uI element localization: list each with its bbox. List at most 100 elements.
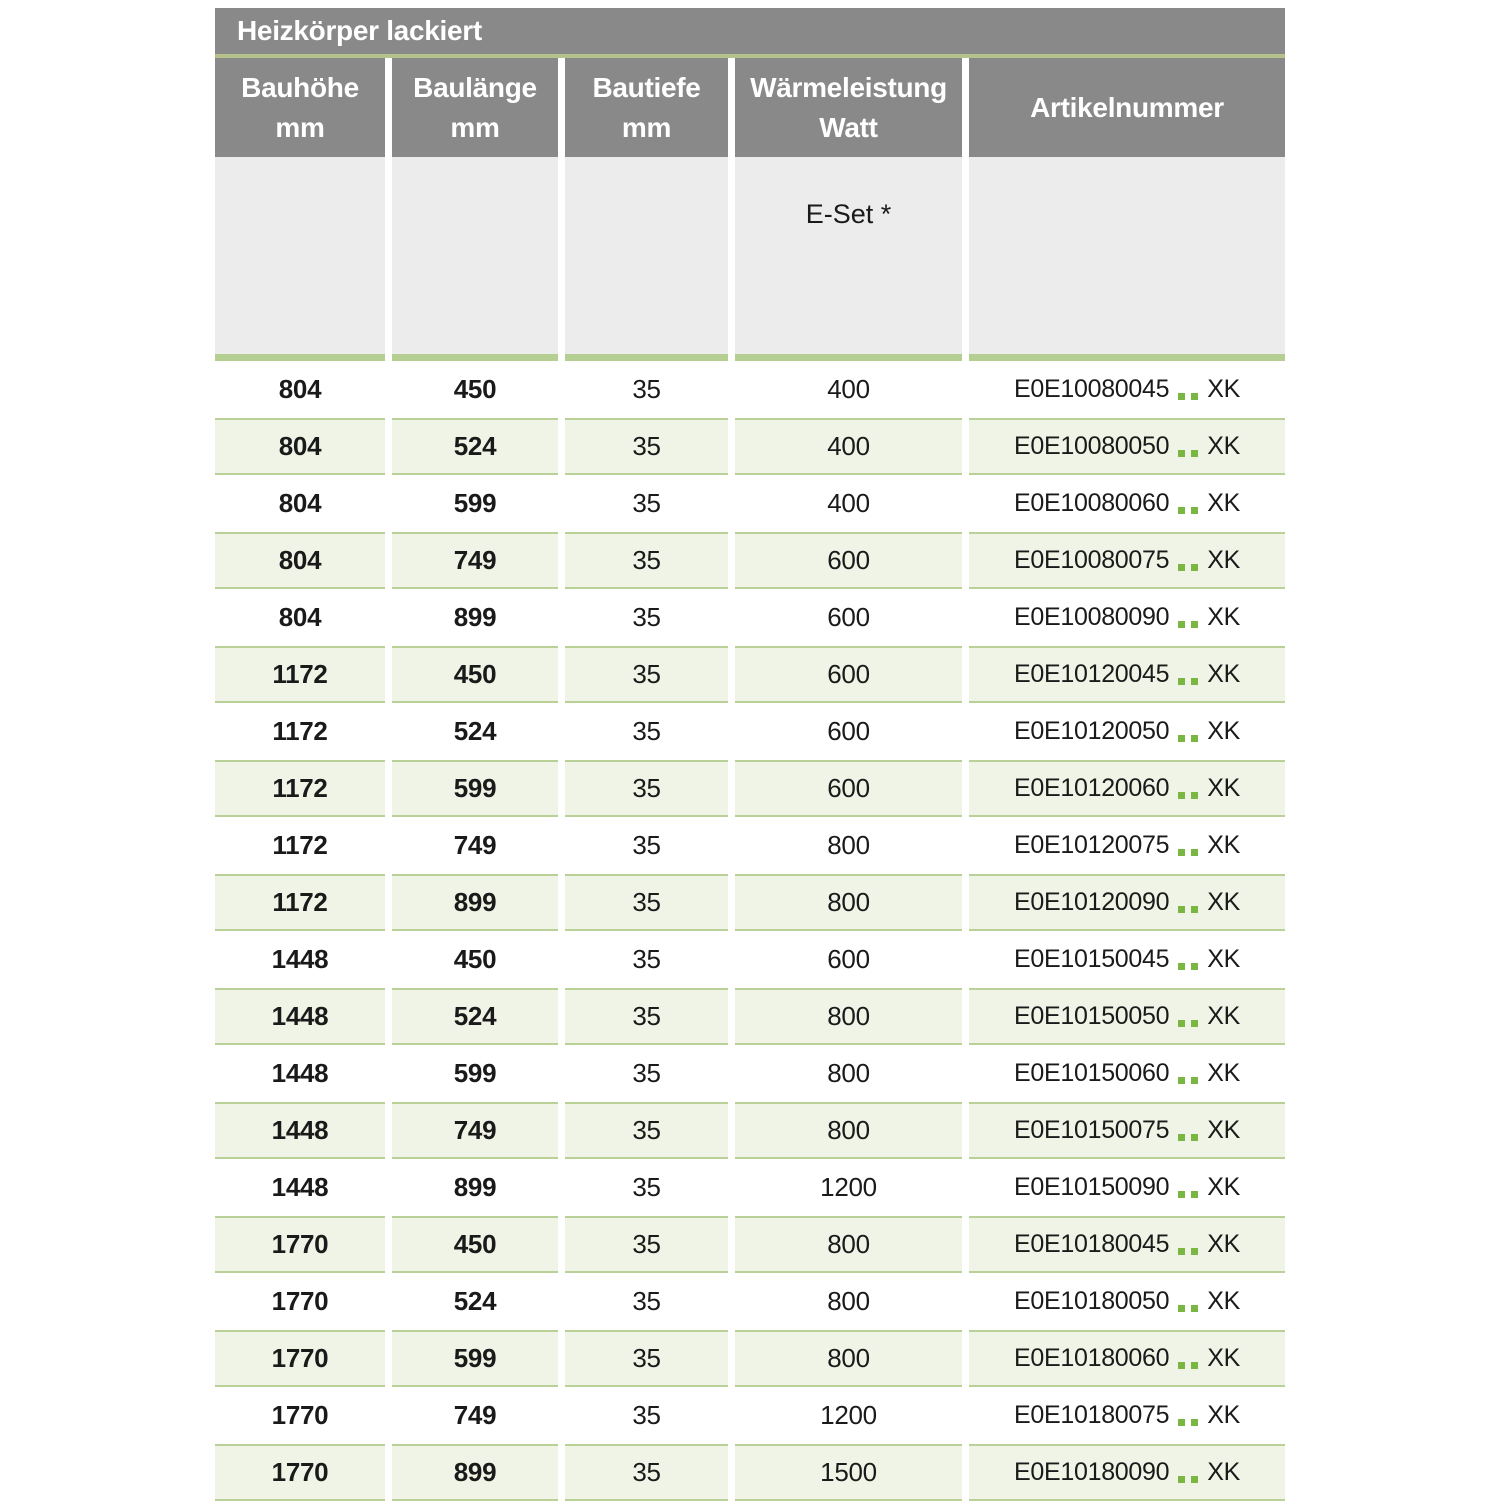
artikelnummer-suffix: XK [1207,1458,1240,1486]
table-row: 1448 749 35 800 E0E10150075 XK [215,1102,1285,1159]
cell-waermeleistung: 800 [735,988,962,1045]
column-header-line1: Wärmeleistung [750,71,947,103]
cell-artikelnummer: E0E10150090 XK [969,1159,1285,1216]
artikelnummer-suffix: XK [1207,489,1240,517]
artikelnummer-prefix: E0E10080045 [1014,375,1170,403]
column-header-line2: mm [450,111,500,143]
artikelnummer-suffix: XK [1207,1059,1240,1087]
cell-baulaenge: 899 [392,589,558,646]
cell-bauhoehe: 1448 [215,988,385,1045]
cell-baulaenge: 749 [392,1387,558,1444]
artikelnummer-suffix: XK [1207,1173,1240,1201]
cell-bauhoehe: 1448 [215,1159,385,1216]
cell-waermeleistung: 800 [735,874,962,931]
cell-bautiefe: 35 [565,1216,728,1273]
cell-baulaenge: 450 [392,646,558,703]
separator-segment [735,354,962,361]
artikelnummer-suffix: XK [1207,831,1240,859]
artikelnummer-prefix: E0E10180050 [1014,1287,1170,1315]
artikelnummer-suffix: XK [1207,375,1240,403]
cell-artikelnummer: E0E10080060 XK [969,475,1285,532]
cell-waermeleistung: 800 [735,817,962,874]
cell-waermeleistung: 1200 [735,1159,962,1216]
cell-bautiefe: 35 [565,1159,728,1216]
cell-bauhoehe: 804 [215,361,385,418]
color-placeholder-dots-icon [1178,620,1199,628]
artikelnummer-suffix: XK [1207,1344,1240,1372]
table-row: 804 899 35 600 E0E10080090 XK [215,589,1285,646]
color-placeholder-dots-icon [1178,1190,1199,1198]
table-row: 1770 899 35 1500 E0E10180090 XK [215,1444,1285,1501]
table-row: 804 749 35 600 E0E10080075 XK [215,532,1285,589]
cell-baulaenge: 899 [392,1444,558,1501]
cell-baulaenge: 749 [392,1102,558,1159]
table-title-bar: Heizkörper lackiert [215,8,1285,54]
artikelnummer-prefix: E0E10080075 [1014,546,1170,574]
cell-artikelnummer: E0E10080075 XK [969,532,1285,589]
artikelnummer-suffix: XK [1207,774,1240,802]
artikelnummer-prefix: E0E10180090 [1014,1458,1170,1486]
cell-bauhoehe: 1172 [215,817,385,874]
table-row: 1448 524 35 800 E0E10150050 XK [215,988,1285,1045]
cell-artikelnummer: E0E10120090 XK [969,874,1285,931]
cell-waermeleistung: 400 [735,475,962,532]
color-placeholder-dots-icon [1178,1304,1199,1312]
cell-bauhoehe: 1172 [215,760,385,817]
cell-artikelnummer: E0E10120050 XK [969,703,1285,760]
subheader-row: E-Set * [215,157,1285,354]
column-header-baulaenge: Baulänge mm [392,58,558,157]
column-header-line2: Watt [819,111,878,143]
cell-baulaenge: 450 [392,361,558,418]
separator-segment [215,354,385,361]
artikelnummer-prefix: E0E10120060 [1014,774,1170,802]
cell-bauhoehe: 1448 [215,931,385,988]
color-placeholder-dots-icon [1178,791,1199,799]
cell-artikelnummer: E0E10120045 XK [969,646,1285,703]
cell-bautiefe: 35 [565,1102,728,1159]
artikelnummer-prefix: E0E10080050 [1014,432,1170,460]
artikelnummer-suffix: XK [1207,888,1240,916]
color-placeholder-dots-icon [1178,506,1199,514]
color-placeholder-dots-icon [1178,1247,1199,1255]
table-row: 1770 450 35 800 E0E10180045 XK [215,1216,1285,1273]
cell-artikelnummer: E0E10080090 XK [969,589,1285,646]
cell-artikelnummer: E0E10180050 XK [969,1273,1285,1330]
table-row: 1172 450 35 600 E0E10120045 XK [215,646,1285,703]
color-placeholder-dots-icon [1178,392,1199,400]
artikelnummer-prefix: E0E10150060 [1014,1059,1170,1087]
cell-baulaenge: 524 [392,1273,558,1330]
cell-waermeleistung: 1500 [735,1444,962,1501]
column-header-line1: Bautiefe [592,71,701,103]
cell-bauhoehe: 1770 [215,1216,385,1273]
column-header-bautiefe: Bautiefe mm [565,58,728,157]
artikelnummer-prefix: E0E10080090 [1014,603,1170,631]
column-header-line1: Artikelnummer [1030,91,1224,123]
cell-baulaenge: 450 [392,931,558,988]
cell-bautiefe: 35 [565,1444,728,1501]
table-row: 1770 524 35 800 E0E10180050 XK [215,1273,1285,1330]
subheader-cell [215,157,385,354]
separator-segment [565,354,728,361]
column-header-line2: mm [275,111,325,143]
cell-baulaenge: 599 [392,475,558,532]
cell-waermeleistung: 400 [735,418,962,475]
cell-waermeleistung: 600 [735,532,962,589]
column-header-row: Bauhöhe mm Baulänge mm Bautiefe mm Wärme… [215,58,1285,157]
cell-bauhoehe: 1172 [215,646,385,703]
column-header-waermeleistung: Wärmeleistung Watt [735,58,962,157]
cell-bautiefe: 35 [565,1273,728,1330]
cell-waermeleistung: 800 [735,1102,962,1159]
cell-waermeleistung: 800 [735,1045,962,1102]
cell-bautiefe: 35 [565,475,728,532]
artikelnummer-prefix: E0E10120045 [1014,660,1170,688]
column-header-line2: mm [621,111,672,143]
artikelnummer-prefix: E0E10180060 [1014,1344,1170,1372]
color-placeholder-dots-icon [1178,1019,1199,1027]
separator-segment [392,354,558,361]
cell-waermeleistung: 600 [735,760,962,817]
cell-waermeleistung: 600 [735,703,962,760]
artikelnummer-prefix: E0E10120075 [1014,831,1170,859]
artikelnummer-suffix: XK [1207,945,1240,973]
subheader-cell-eset: E-Set * [735,157,962,354]
cell-baulaenge: 524 [392,988,558,1045]
